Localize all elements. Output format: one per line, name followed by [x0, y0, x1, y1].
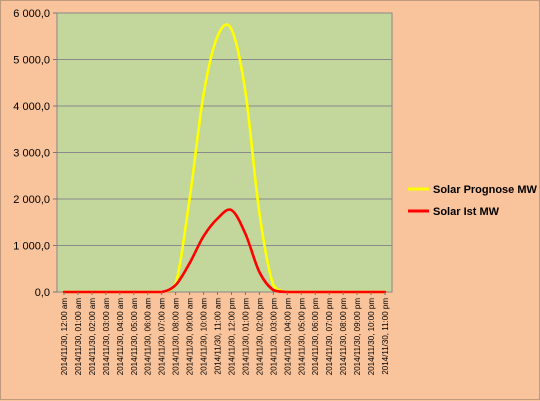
y-tick-label: 0,0 — [35, 287, 50, 299]
x-tick-label: 2014/11/30, 09:00 pm — [353, 298, 362, 376]
y-tick-label: 6 000,0 — [13, 8, 50, 20]
legend-label: Solar Prognose MW — [433, 184, 538, 196]
y-tick-label: 2 000,0 — [13, 194, 50, 206]
x-tick-label: 2014/11/30, 03:00 am — [102, 298, 111, 376]
series-line-1 — [62, 208, 387, 294]
x-tick-label: 2014/11/30, 08:00 am — [172, 298, 181, 376]
x-tick-label: 2014/11/30, 06:00 am — [144, 298, 153, 376]
y-tick-label: 3 000,0 — [13, 148, 50, 160]
y-tick-label: 4 000,0 — [13, 101, 50, 113]
x-tick-label: 2014/11/30, 12:00 am — [60, 298, 69, 376]
x-tick-label: 2014/11/30, 02:00 am — [88, 298, 97, 376]
x-tick-label: 2014/11/30, 11:00 am — [214, 298, 223, 375]
y-tick-label: 5 000,0 — [13, 55, 50, 67]
x-tick-label: 2014/11/30, 01:00 pm — [241, 298, 250, 376]
legend-label: Solar Ist MW — [433, 206, 500, 218]
x-tick-label: 2014/11/30, 04:00 pm — [283, 298, 292, 376]
x-tick-label: 2014/11/30, 06:00 pm — [311, 298, 320, 376]
x-tick-label: 2014/11/30, 07:00 pm — [325, 298, 334, 376]
x-tick-label: 2014/11/30, 04:00 am — [116, 298, 125, 376]
x-tick-label: 2014/11/30, 08:00 pm — [339, 298, 348, 376]
x-tick-label: 2014/11/30, 09:00 am — [186, 298, 195, 376]
x-tick-label: 2014/11/30, 07:00 am — [158, 298, 167, 376]
x-tick-label: 2014/11/30, 10:00 pm — [367, 298, 376, 376]
x-tick-label: 2014/11/30, 02:00 pm — [255, 298, 264, 376]
x-axis-ticks: 2014/11/30, 12:00 am 2014/11/30, 01:00 am… — [60, 292, 390, 375]
x-tick-label: 2014/11/30, 03:00 pm — [269, 298, 278, 376]
x-tick-label: 2014/11/30, 12:00 pm — [227, 298, 236, 376]
x-tick-label: 2014/11/30, 10:00 am — [200, 298, 209, 376]
grid-lines — [57, 59, 392, 246]
x-tick-label: 2014/11/30, 05:00 am — [130, 298, 139, 376]
x-tick-label: 2014/11/30, 11:00 pm — [381, 298, 390, 375]
legend: Solar Prognose MW Solar Ist MW — [408, 184, 538, 218]
y-axis-ticks: 0,0 1 000,0 2 000,0 3 000,0 4 000,0 5 000,0 6 … — [13, 8, 57, 299]
x-tick-label: 2014/11/30, 01:00 am — [74, 298, 83, 376]
x-tick-label: 2014/11/30, 05:00 pm — [297, 298, 306, 376]
y-tick-label: 1 000,0 — [13, 241, 50, 253]
